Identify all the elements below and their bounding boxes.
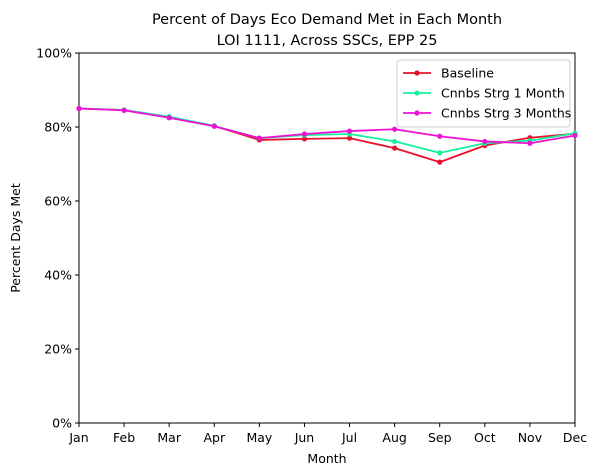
series-3-point — [76, 105, 82, 112]
series-1-point — [301, 136, 308, 142]
series-line-2 — [78, 107, 576, 154]
series-3-point — [572, 132, 578, 139]
legend-label: Cnnbs Strg 3 Months — [441, 106, 571, 121]
x-tick-label: Sep — [428, 430, 452, 445]
chart-title-line-2: LOI 1111, Across SSCs, EPP 25 — [217, 33, 438, 49]
series-1-point — [392, 145, 398, 151]
y-tick-label: 20% — [44, 342, 72, 357]
series-3-point — [392, 126, 398, 132]
legend-label: Cnnbs Strg 1 Month — [441, 86, 565, 101]
legend-marker — [414, 90, 420, 96]
x-tick-label: Jun — [294, 430, 315, 445]
y-tick-label: 40% — [44, 268, 72, 283]
x-tick-label: Oct — [474, 430, 496, 445]
series-3-point — [256, 135, 262, 141]
x-tick-label: Feb — [113, 430, 135, 445]
series-3-point — [301, 131, 308, 137]
x-tick-label: Apr — [203, 430, 225, 445]
y-axis-label: Percent Days Met — [8, 183, 23, 293]
chart-title-line-1: Percent of Days Eco Demand Met in Each M… — [152, 12, 502, 28]
plot-frame — [78, 52, 576, 424]
series-3-point — [437, 133, 443, 139]
series-3-point — [527, 140, 533, 146]
series-3-point — [211, 123, 217, 129]
legend-box — [396, 59, 571, 128]
x-tick-label: Jan — [68, 430, 88, 445]
legend-marker — [414, 110, 420, 116]
x-tick-label: May — [246, 430, 272, 445]
series-3-point — [482, 138, 488, 145]
series-2-point — [437, 150, 443, 156]
y-tick-label: 60% — [44, 194, 72, 209]
series-line-3 — [78, 107, 576, 145]
legend-label: Baseline — [441, 66, 494, 81]
x-tick-label: Nov — [518, 430, 543, 445]
y-tick-label: 0% — [52, 416, 72, 431]
series-3-point — [121, 107, 127, 113]
series-1-point — [437, 159, 443, 165]
y-tick-label: 80% — [44, 120, 72, 135]
series-2-point — [392, 138, 398, 145]
x-tick-label: Aug — [382, 430, 406, 445]
x-tick-label: Mar — [157, 430, 181, 445]
x-axis-label: Month — [307, 451, 346, 466]
x-tick-label: Jul — [341, 430, 357, 445]
legend-marker — [414, 70, 420, 76]
x-tick-label: Dec — [563, 430, 587, 445]
series-1-point — [346, 135, 353, 141]
series-3-point — [346, 128, 353, 134]
series-3-point — [166, 115, 172, 121]
y-tick-label: 100% — [36, 46, 72, 61]
